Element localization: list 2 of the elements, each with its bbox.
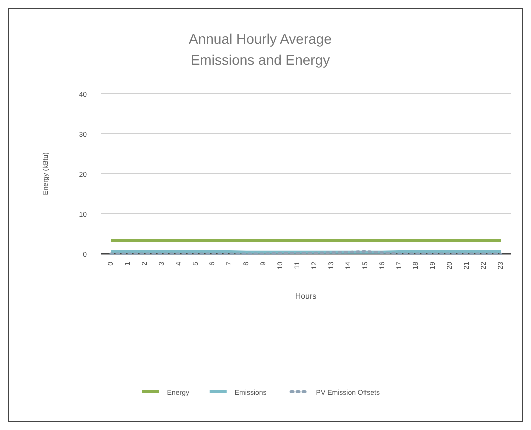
x-axis-title: Hours — [295, 292, 317, 301]
chart-title: Annual Hourly Average Emissions and Energy — [189, 31, 332, 68]
